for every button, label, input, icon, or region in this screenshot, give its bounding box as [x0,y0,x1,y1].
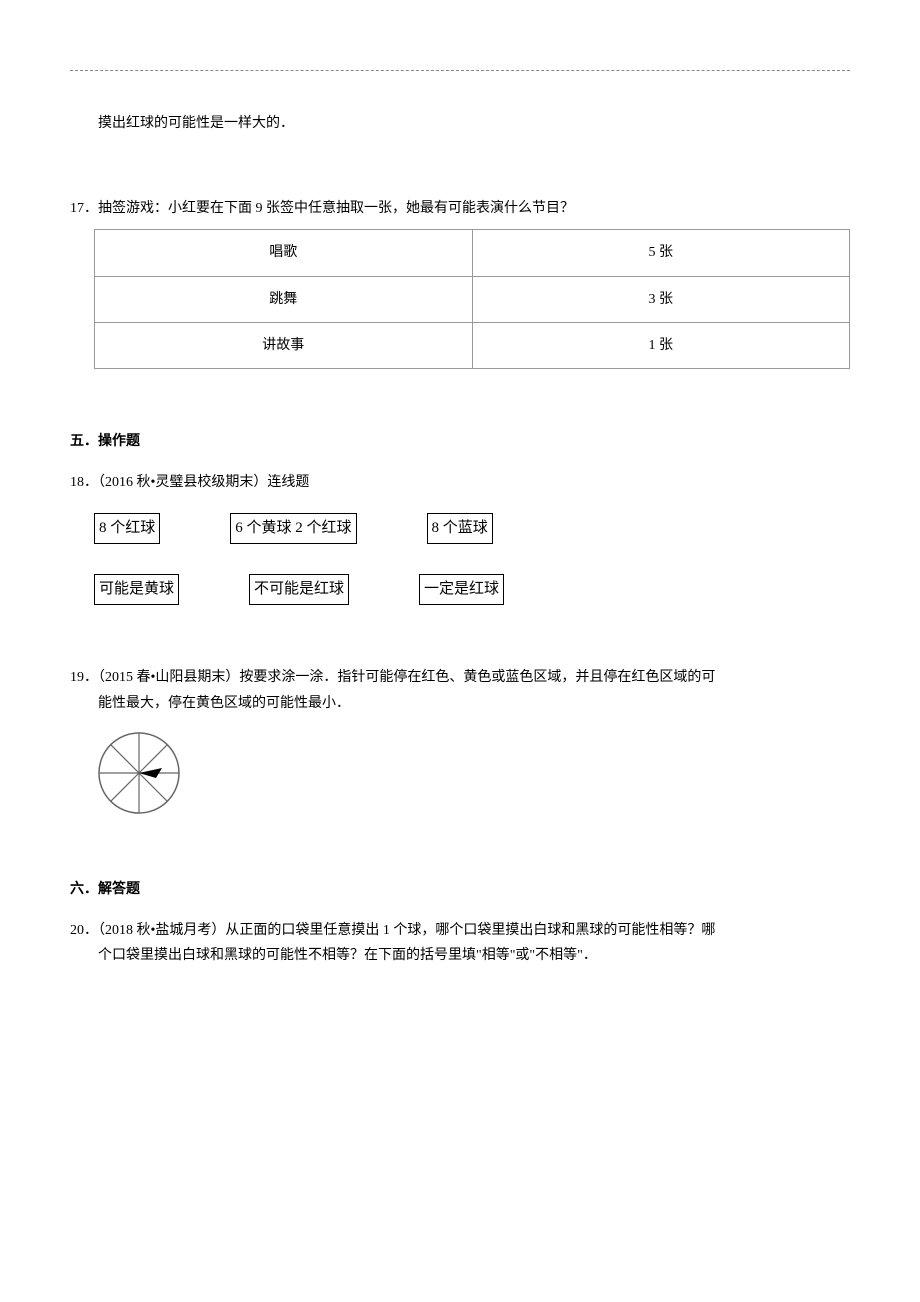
page-divider-line [70,70,850,71]
table-row: 唱歌 5 张 [95,230,850,276]
table-row: 讲故事 1 张 [95,322,850,368]
question-19: 19．（2015 春•山阳县期末）按要求涂一涂．指针可能停在红色、黄色或蓝色区域… [70,665,850,827]
section-5-title: 五．操作题 [70,429,850,454]
question-18: 18．（2016 秋•灵璧县校级期末）连线题 8 个红球 6 个黄球 2 个红球… [70,470,850,605]
question-20: 20．（2018 秋•盐城月考）从正面的口袋里任意摸出 1 个球，哪个口袋里摸出… [70,918,850,968]
box-item: 不可能是红球 [249,574,349,605]
table-cell-item: 唱歌 [95,230,473,276]
top-statement: 摸出红球的可能性是一样大的． [70,111,850,136]
section-6-title: 六．解答题 [70,877,850,902]
box-item: 6 个黄球 2 个红球 [230,513,356,544]
table-cell-count: 3 张 [472,276,850,322]
wheel-icon [94,728,184,818]
q20-text-line2: 个口袋里摸出白球和黑球的可能性不相等？在下面的括号里填"相等"或"不相等"． [98,943,850,968]
box-item: 8 个蓝球 [427,513,493,544]
box-item: 一定是红球 [419,574,504,605]
table-cell-count: 1 张 [472,322,850,368]
q19-text-line2: 能性最大，停在黄色区域的可能性最小． [98,691,850,716]
table-cell-item: 讲故事 [95,322,473,368]
table-cell-item: 跳舞 [95,276,473,322]
q20-text-line1: 20．（2018 秋•盐城月考）从正面的口袋里任意摸出 1 个球，哪个口袋里摸出… [70,918,850,943]
q17-text: 17．抽签游戏：小红要在下面 9 张签中任意抽取一张，她最有可能表演什么节目？ [70,196,850,221]
table-cell-count: 5 张 [472,230,850,276]
q18-text: 18．（2016 秋•灵璧县校级期末）连线题 [70,470,850,495]
box-item: 8 个红球 [94,513,160,544]
question-17: 17．抽签游戏：小红要在下面 9 张签中任意抽取一张，她最有可能表演什么节目？ … [70,196,850,369]
table-row: 跳舞 3 张 [95,276,850,322]
q18-row1: 8 个红球 6 个黄球 2 个红球 8 个蓝球 [94,513,850,544]
q19-text-line1: 19．（2015 春•山阳县期末）按要求涂一涂．指针可能停在红色、黄色或蓝色区域… [70,665,850,690]
q17-table: 唱歌 5 张 跳舞 3 张 讲故事 1 张 [94,229,850,369]
box-item: 可能是黄球 [94,574,179,605]
q18-row2: 可能是黄球 不可能是红球 一定是红球 [94,574,850,605]
